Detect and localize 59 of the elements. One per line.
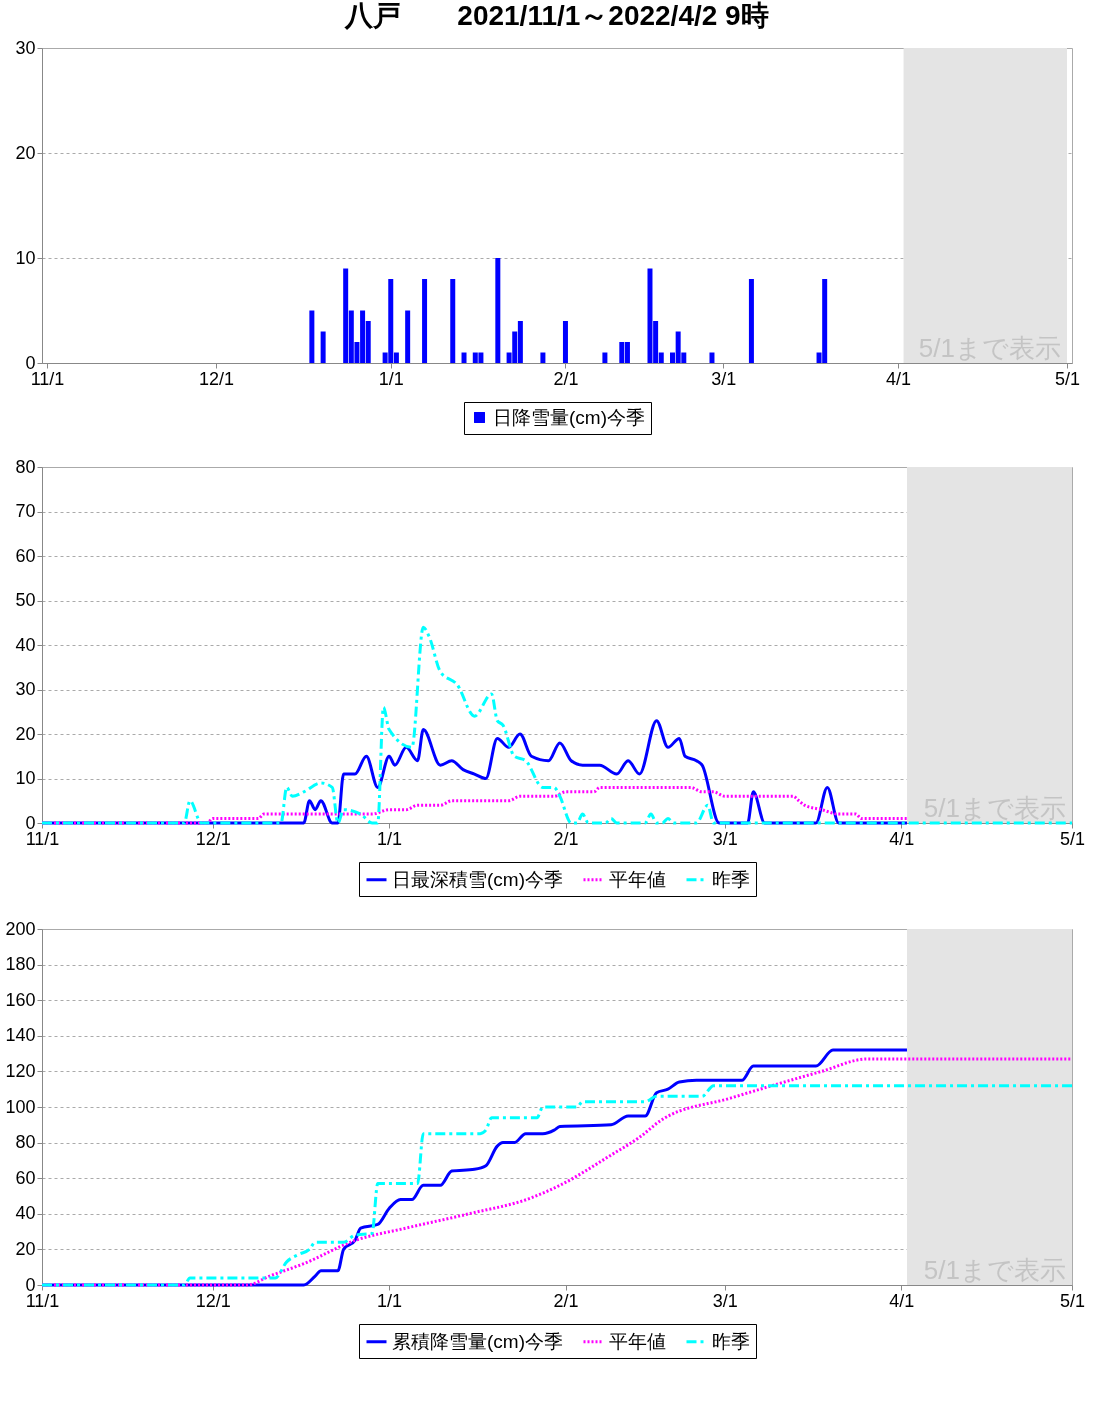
y-tick-label: 10 xyxy=(15,247,36,268)
x-tick-label: 4/1 xyxy=(889,828,915,849)
bar xyxy=(562,321,568,363)
y-tick-label: 50 xyxy=(15,590,36,610)
legend-label: 平年値 xyxy=(609,868,666,890)
bar xyxy=(405,310,411,363)
x-tick-label: 5/1 xyxy=(1059,1290,1086,1311)
legend-label: 平年値 xyxy=(609,1330,666,1352)
x-tick-label: 4/1 xyxy=(889,1290,915,1311)
x-tick-label: 5/1 xyxy=(1054,368,1081,389)
y-tick-label: 140 xyxy=(5,1025,36,1046)
y-tick-label: 60 xyxy=(15,545,36,566)
legend-label: 累積降雪量(cm)今季 xyxy=(392,1330,563,1352)
x-tick-label: 12/1 xyxy=(195,828,231,849)
y-tick-label: 30 xyxy=(15,679,36,699)
y-tick-label: 20 xyxy=(15,1238,36,1259)
bar xyxy=(320,331,326,363)
x-tick-label: 3/1 xyxy=(711,368,737,389)
y-tick-label: 30 xyxy=(15,37,36,58)
x-tick-label: 12/1 xyxy=(195,1290,231,1311)
bar xyxy=(450,279,456,363)
y-tick-label: 80 xyxy=(15,1132,36,1153)
bar xyxy=(709,352,715,363)
y-tick-label: 120 xyxy=(5,1060,36,1081)
bar xyxy=(309,310,315,363)
y-tick-label: 80 xyxy=(15,456,36,477)
x-tick-label: 1/1 xyxy=(377,1290,403,1311)
bar xyxy=(540,352,546,363)
legend-label: 昨季 xyxy=(712,1330,750,1352)
x-tick-label: 12/1 xyxy=(199,368,235,389)
y-tick-label: 40 xyxy=(15,1203,36,1224)
bar xyxy=(422,279,428,363)
y-tick-label: 10 xyxy=(15,768,36,788)
legend-label: 日降雪量(cm)今季 xyxy=(493,406,645,428)
y-tick-label: 20 xyxy=(15,142,36,163)
legend-label: 昨季 xyxy=(712,868,750,890)
x-tick-label: 2/1 xyxy=(553,1290,579,1311)
y-tick-label: 60 xyxy=(15,1167,36,1188)
x-tick-label: 1/1 xyxy=(377,828,403,849)
y-tick-label: 20 xyxy=(15,723,36,744)
x-tick-label: 2/1 xyxy=(553,368,579,389)
y-tick-label: 200 xyxy=(5,918,36,939)
x-tick-label: 1/1 xyxy=(378,368,404,389)
legend-label: 日最深積雪(cm)今季 xyxy=(392,868,563,890)
y-tick-label: 160 xyxy=(5,989,36,1010)
y-tick-label: 40 xyxy=(15,634,36,655)
bar xyxy=(602,352,608,363)
bar xyxy=(748,279,754,363)
bar xyxy=(495,258,501,363)
x-tick-label: 3/1 xyxy=(712,828,738,849)
y-tick-label: 180 xyxy=(5,954,36,975)
bar xyxy=(461,352,467,363)
x-tick-label: 3/1 xyxy=(712,1290,738,1311)
y-tick-label: 70 xyxy=(15,501,36,521)
x-tick-label: 2/1 xyxy=(553,828,579,849)
x-tick-label: 4/1 xyxy=(885,368,911,389)
chart-title: 八戸 2021/11/1～2022/4/2 9時 xyxy=(344,0,769,31)
y-tick-label: 100 xyxy=(5,1096,36,1117)
x-tick-label: 5/1 xyxy=(1059,828,1086,849)
